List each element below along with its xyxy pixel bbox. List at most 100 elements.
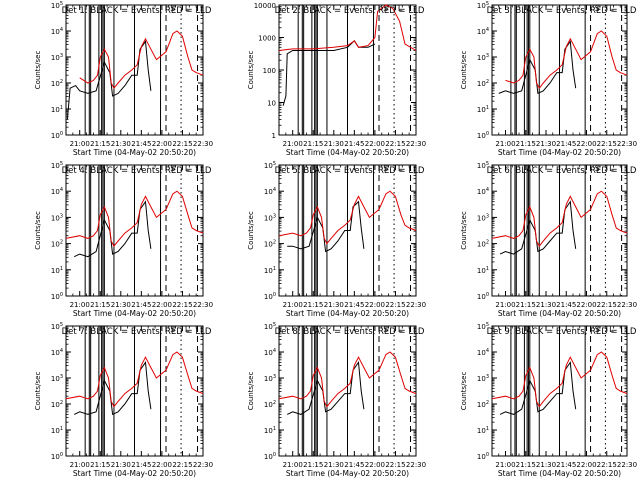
x-tick-label: 22:00 bbox=[576, 461, 596, 469]
x-tick-label: 21:15 bbox=[90, 461, 110, 469]
y-tick-label: 102 bbox=[477, 400, 489, 409]
panel-title: Det 6: BLACK = Events, RED = LLD bbox=[487, 166, 637, 176]
x-tick-label: 21:30 bbox=[536, 140, 556, 148]
x-tick-label: 22:00 bbox=[576, 301, 596, 309]
events-series-line bbox=[286, 361, 365, 415]
y-axis-label: Counts/sec bbox=[247, 211, 255, 250]
x-tick-label: 21:45 bbox=[131, 140, 151, 148]
x-tick-label: 21:45 bbox=[131, 461, 151, 469]
events-series-line bbox=[73, 200, 152, 258]
y-tick-label: 10000 bbox=[254, 2, 276, 10]
y-tick-label: 100 bbox=[477, 452, 489, 461]
x-tick-label: 21:30 bbox=[324, 140, 344, 148]
panel-title: Det 5: BLACK = Events, RED = LLD bbox=[275, 166, 425, 176]
y-tick-label: 105 bbox=[264, 161, 276, 170]
y-axis-label: Counts/sec bbox=[247, 51, 255, 90]
y-tick-label: 104 bbox=[51, 187, 63, 196]
y-tick-label: 105 bbox=[51, 1, 63, 10]
x-tick-label: 21:30 bbox=[536, 301, 556, 309]
x-tick-label: 22:30 bbox=[406, 140, 426, 148]
y-tick-label: 104 bbox=[477, 348, 489, 357]
panel-title: Det 7: BLACK = Events, RED = LLD bbox=[62, 327, 212, 337]
y-tick-label: 105 bbox=[477, 161, 489, 170]
y-tick-label: 101 bbox=[264, 426, 276, 435]
lld-series-line bbox=[278, 190, 417, 245]
x-tick-label: 21:00 bbox=[283, 140, 303, 148]
panel-2: 1 10 100 1000 10000 21:00 21:15 21:30 21:45 22:00… bbox=[247, 2, 426, 157]
events-series-line bbox=[282, 40, 376, 106]
events-series-line bbox=[499, 200, 577, 255]
saa-label-l: L bbox=[185, 164, 190, 173]
y-axis-label: Counts/sec bbox=[34, 211, 42, 250]
saa-label-s: S bbox=[595, 325, 600, 334]
panel-title: Det 8: BLACK = Events, RED = LLD bbox=[275, 327, 425, 337]
x-tick-label: 22:15 bbox=[385, 461, 405, 469]
events-series-line bbox=[499, 360, 577, 415]
y-tick-label: 104 bbox=[51, 27, 63, 36]
x-tick-label: 21:00 bbox=[495, 461, 515, 469]
saa-label-l: L bbox=[609, 325, 614, 334]
y-tick-label: 100 bbox=[477, 292, 489, 301]
y-tick-label: 102 bbox=[51, 400, 63, 409]
y-tick-label: 100 bbox=[263, 67, 276, 75]
y-tick-label: 105 bbox=[477, 1, 489, 10]
x-axis-label: Start Time (04-May-02 20:50:20) bbox=[498, 469, 621, 478]
y-tick-label: 101 bbox=[477, 105, 489, 114]
y-tick-label: 1 bbox=[272, 132, 276, 140]
y-tick-label: 102 bbox=[477, 240, 489, 249]
x-tick-label: 21:15 bbox=[516, 461, 536, 469]
y-tick-label: 10 bbox=[267, 100, 276, 108]
x-tick-label: 22:15 bbox=[385, 140, 405, 148]
y-axis-label: Counts/sec bbox=[460, 372, 468, 411]
lld-series-line bbox=[79, 30, 204, 90]
x-axis-label: Start Time (04-May-02 20:50:20) bbox=[286, 469, 409, 478]
saa-label-l: L bbox=[398, 4, 403, 13]
x-axis-label: Start Time (04-May-02 20:50:20) bbox=[73, 309, 196, 318]
x-tick-label: 21:45 bbox=[344, 301, 364, 309]
x-axis-label: Start Time (04-May-02 20:50:20) bbox=[498, 148, 621, 157]
y-axis-label: Counts/sec bbox=[34, 372, 42, 411]
lld-series-line bbox=[491, 351, 628, 408]
saa-label-s: S bbox=[170, 325, 175, 334]
x-tick-label: 21:45 bbox=[344, 140, 364, 148]
y-tick-label: 100 bbox=[51, 131, 63, 140]
x-tick-label: 21:15 bbox=[90, 140, 110, 148]
x-tick-label: 21:00 bbox=[495, 140, 515, 148]
x-tick-label: 22:30 bbox=[617, 461, 637, 469]
y-tick-label: 102 bbox=[51, 79, 63, 88]
lld-series-line bbox=[65, 351, 204, 408]
events-series-line bbox=[498, 39, 577, 95]
saa-label-s: S bbox=[383, 325, 388, 334]
x-tick-label: 22:30 bbox=[406, 461, 426, 469]
x-tick-label: 22:00 bbox=[365, 140, 385, 148]
panel-title: Det 4: BLACK = Events, RED = LLD bbox=[62, 166, 212, 176]
x-tick-label: 22:00 bbox=[365, 301, 385, 309]
x-tick-label: 21:00 bbox=[283, 461, 303, 469]
x-tick-label: 22:15 bbox=[385, 301, 405, 309]
y-axis-label: Counts/sec bbox=[460, 51, 468, 90]
panel-title: Det 3: BLACK = Events, RED = LLD bbox=[487, 6, 637, 16]
y-tick-label: 103 bbox=[51, 53, 63, 62]
saa-label-s: S bbox=[383, 164, 388, 173]
panel-title: Det 1: BLACK = Events, RED = LLD bbox=[62, 6, 212, 16]
x-tick-label: 22:30 bbox=[617, 301, 637, 309]
x-tick-label: 21:45 bbox=[131, 301, 151, 309]
x-tick-label: 21:30 bbox=[111, 461, 131, 469]
x-tick-label: 21:30 bbox=[536, 461, 556, 469]
y-tick-label: 100 bbox=[51, 452, 63, 461]
y-tick-label: 103 bbox=[51, 374, 63, 383]
x-tick-label: 21:00 bbox=[495, 301, 515, 309]
y-tick-label: 105 bbox=[51, 322, 63, 331]
y-tick-label: 103 bbox=[51, 213, 63, 222]
y-tick-label: 103 bbox=[477, 213, 489, 222]
lld-series-line bbox=[65, 190, 204, 248]
lld-series-line bbox=[278, 4, 417, 51]
lld-series-line bbox=[505, 30, 628, 90]
y-tick-label: 102 bbox=[51, 240, 63, 249]
y-tick-label: 100 bbox=[264, 292, 276, 301]
x-tick-label: 22:30 bbox=[193, 140, 213, 148]
y-tick-label: 100 bbox=[264, 452, 276, 461]
